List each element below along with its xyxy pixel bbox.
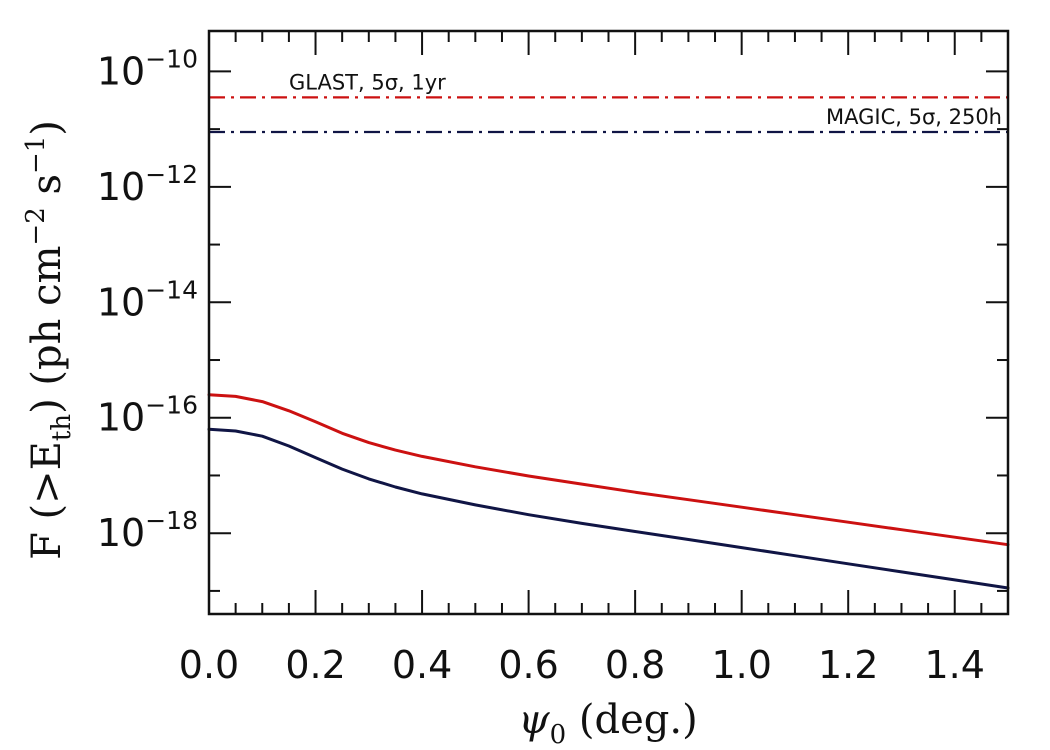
series-line	[207, 427, 1010, 590]
x-tick-label: 0.0	[179, 643, 239, 687]
x-axis-title: ψ0 (deg.)	[518, 697, 697, 750]
axis-tick-labels: 0.0 0.2 0.4 0.6 0.8 1.0 1.2 1.4 10−10 10−12 10−14 1…	[97, 44, 985, 687]
plot-frame	[207, 29, 1010, 616]
data-series	[207, 393, 1010, 590]
x-tick-label: 1.0	[711, 643, 771, 687]
y-tick-label: 10−18	[97, 506, 198, 555]
reference-line-label: MAGIC, 5σ, 250h	[826, 105, 1002, 129]
y-tick-label: 10−14	[97, 275, 198, 324]
y-tick-label: 10−10	[97, 44, 198, 93]
x-tick-label: 0.6	[498, 643, 558, 687]
y-axis-title: F (>Eth) (ph cm−2 s−1)	[21, 120, 77, 560]
y-tick-label: 10−16	[97, 391, 198, 440]
x-tick-label: 0.4	[392, 643, 452, 687]
x-tick-label: 1.4	[925, 643, 985, 687]
x-tick-label: 0.8	[605, 643, 665, 687]
reference-lines: GLAST, 5σ, 1yr MAGIC, 5σ, 250h	[209, 70, 1008, 134]
series-line	[207, 393, 1010, 547]
y-tick-label: 10−12	[97, 160, 198, 209]
x-tick-label: 1.2	[818, 643, 878, 687]
x-tick-label: 0.2	[285, 643, 345, 687]
reference-line-label: GLAST, 5σ, 1yr	[289, 70, 446, 94]
